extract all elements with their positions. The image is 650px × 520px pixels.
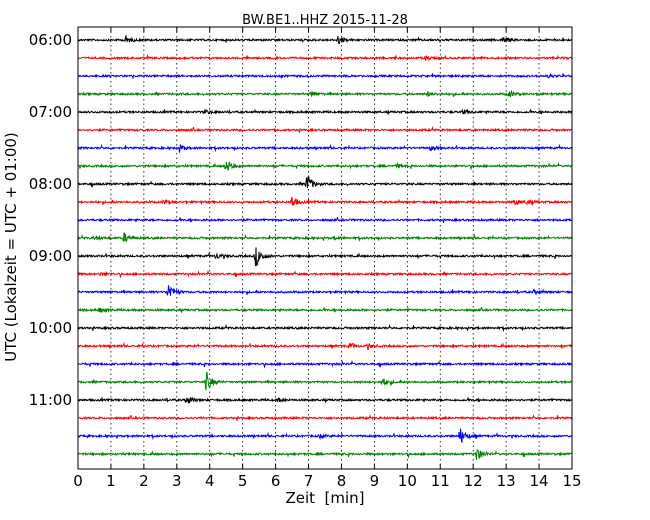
y-tick-label: 08:00 [29,175,72,193]
trace-line [77,161,573,171]
trace-line [77,89,573,98]
x-tick-label: 7 [304,472,314,490]
trace-line [77,108,573,116]
plot-frame [77,26,573,470]
chart-title: BW.BE1..HHZ 2015-11-28 [242,13,408,28]
x-tick-label: 3 [172,472,182,490]
x-tick-label: 1 [106,472,116,490]
x-tick-label: 5 [238,472,248,490]
trace-line [77,285,573,296]
trace-line [77,125,573,133]
trace-line [77,371,573,391]
trace-line [77,196,573,207]
trace-line [77,216,573,223]
trace-line [77,53,573,62]
x-tick-label: 12 [464,472,483,490]
x-tick-label: 11 [431,472,450,490]
trace-line [77,232,573,243]
x-tick-label: 4 [205,472,215,490]
y-tick-label: 07:00 [29,103,72,121]
y-axis: 06:00 07:00 08:00 09:00 10:00 11:00 [29,31,572,409]
x-tick-label: 13 [497,472,516,490]
trace-line [77,359,573,369]
trace-line [77,34,573,45]
x-tick-label: 2 [139,472,149,490]
x-tick-label: 15 [562,472,581,490]
trace-line [77,306,573,314]
trace-line [77,449,573,460]
y-tick-label: 11:00 [29,391,72,409]
x-tick-label: 9 [370,472,380,490]
y-tick-label: 10:00 [29,319,72,337]
trace-line [77,323,573,333]
x-tick-label: 8 [337,472,347,490]
traces [77,34,573,460]
trace-line [77,413,573,421]
y-tick-label: 06:00 [29,31,72,49]
trace-line [77,247,573,267]
x-axis: 0 1 2 3 4 5 6 7 8 9 10 11 12 13 14 15 [73,27,582,490]
trace-line [77,341,573,351]
y-tick-label: 09:00 [29,247,72,265]
trace-line [77,72,573,79]
x-axis-label: Zeit [min] [285,489,364,507]
x-tick-label: 14 [530,472,549,490]
x-tick-label: 10 [398,472,417,490]
trace-line [77,396,573,405]
y-axis-label: UTC (Lokalzeit = UTC + 01:00) [2,132,20,362]
trace-line [77,143,573,153]
trace-line [77,269,573,279]
x-tick-label: 6 [271,472,281,490]
trace-line [77,176,573,189]
x-tick-label: 0 [73,472,83,490]
trace-line [77,428,573,444]
